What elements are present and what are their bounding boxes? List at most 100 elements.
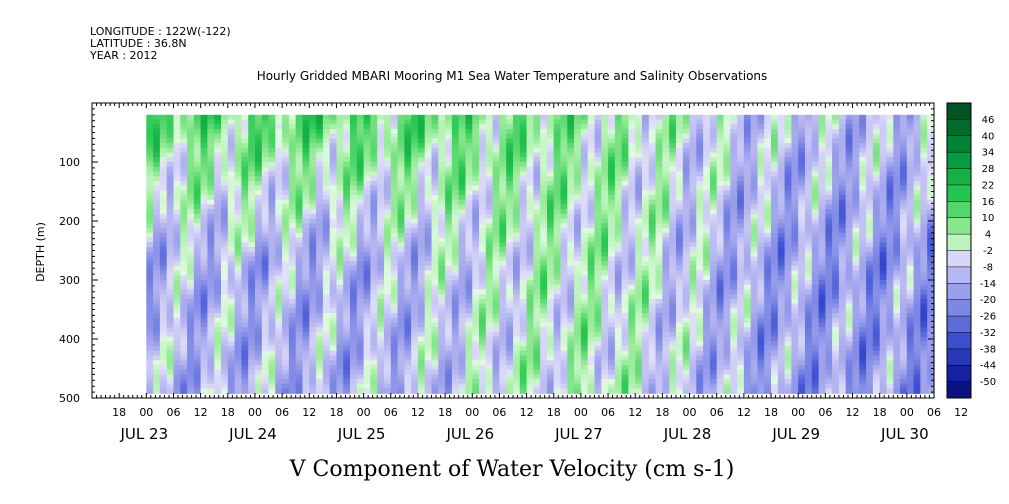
heatmap-cell [458,261,467,267]
heatmap-cell [424,298,433,305]
heatmap-cell [207,157,215,163]
heatmap-cell [519,275,528,281]
heatmap-cell [282,185,290,191]
heatmap-cell [248,166,256,172]
heatmap-cell [574,331,582,338]
heatmap-cell [350,251,358,257]
heatmap-cell [574,336,582,342]
heatmap-cell [540,327,548,333]
heatmap-cell [703,237,711,243]
heatmap-cell [356,327,365,333]
heatmap-cell [703,185,711,191]
heatmap-cell [343,204,351,210]
heatmap-cell [261,251,270,257]
heatmap-cell [696,185,704,191]
heatmap-cell [594,171,602,177]
heatmap-cell [608,298,616,305]
heatmap-cell [411,180,419,187]
heatmap-cell [451,303,460,309]
heatmap-cell [682,213,691,220]
heatmap-cell [709,322,718,328]
heatmap-cell [187,237,195,243]
heatmap-cell [479,265,487,272]
heatmap-cell [316,289,324,295]
heatmap-cell [370,308,378,314]
heatmap-cell [316,374,324,380]
heatmap-cell [350,124,358,130]
heatmap-cell [642,284,650,290]
heatmap-cell [234,247,242,253]
heatmap-cell [662,199,670,206]
heatmap-cell [703,195,711,201]
heatmap-cell [662,176,670,182]
heatmap-cell [499,350,507,357]
heatmap-cell [614,237,623,243]
heatmap-cell [458,346,467,352]
heatmap-cell [614,284,623,290]
heatmap-cell [241,223,249,229]
heatmap-cell [594,157,602,163]
heatmap-cell [703,129,711,135]
heatmap-cell [594,242,602,248]
heatmap-cell [716,147,725,154]
heatmap-cell [153,327,161,333]
heatmap-cell [574,147,582,154]
heatmap-cell [159,176,168,182]
heatmap-cell [465,369,473,375]
heatmap-cell [193,275,202,281]
heatmap-cell [146,232,154,239]
heatmap-cell [574,157,582,163]
heatmap-cell [241,218,249,224]
heatmap-cell [397,228,405,234]
heatmap-cell [282,289,290,295]
heatmap-cell [397,242,405,248]
heatmap-cell [227,133,236,139]
heatmap-cell [553,152,562,158]
heatmap-cell [648,157,657,163]
heatmap-cell [377,119,385,125]
heatmap-cell [445,129,453,135]
heatmap-cell [553,218,562,224]
heatmap-cell [587,147,596,154]
heatmap-cell [295,114,304,121]
heatmap-cell [268,228,276,234]
heatmap-cell [397,331,405,338]
heatmap-cell [255,275,263,281]
heatmap-cell [221,152,229,158]
heatmap-cell [187,275,195,281]
heatmap-cell [628,308,636,314]
heatmap-cell [642,114,650,121]
heatmap-cell [207,336,215,342]
heatmap-cell [153,114,161,121]
heatmap-cell [655,176,663,182]
heatmap-cell [648,313,657,319]
heatmap-cell [642,247,650,253]
heatmap-cell [519,129,528,135]
heatmap-cell [356,223,365,229]
heatmap-cell [472,388,480,394]
heatmap-cell [601,331,609,338]
heatmap-cell [282,270,290,276]
heatmap-cell [234,171,242,177]
heatmap-cell [173,374,181,380]
heatmap-cell [716,119,725,125]
heatmap-cell [207,176,215,182]
heatmap-cell [248,209,256,215]
heatmap-cell [214,360,222,366]
heatmap-cell [567,261,575,267]
heatmap-cell [689,341,697,347]
heatmap-cell [180,256,188,262]
heatmap-cell [458,223,467,229]
heatmap-cell [261,213,270,220]
heatmap-cell [390,171,399,177]
heatmap-cell [261,119,270,125]
heatmap-cell [343,190,351,196]
heatmap-cell [614,298,623,305]
heatmap-cell [268,232,276,239]
heatmap-cell [648,119,657,125]
heatmap-cell [560,232,568,239]
heatmap-cell [567,289,575,295]
heatmap-cell [417,204,426,210]
heatmap-cell [621,242,629,248]
heatmap-cell [526,256,534,262]
